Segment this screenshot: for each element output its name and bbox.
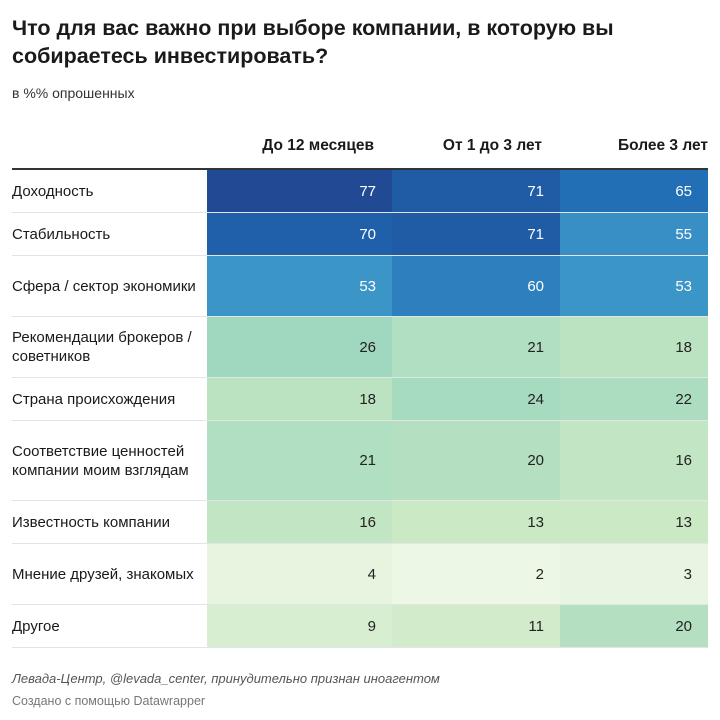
table-row: Мнение друзей, знакомых 4 2 3 [12, 544, 708, 605]
table-row: Другое 9 11 20 [12, 605, 708, 648]
heatmap-cell: 24 [392, 378, 560, 420]
heatmap-cell: 53 [560, 256, 708, 316]
row-label: Страна происхождения [12, 390, 176, 408]
column-header-long: Более 3 лет [618, 137, 708, 154]
table-row: Стабильность 70 71 55 [12, 213, 708, 256]
heatmap-cell: 77 [207, 170, 392, 212]
heatmap-cell: 60 [392, 256, 560, 316]
heatmap-cell: 55 [560, 213, 708, 255]
heatmap-cell: 71 [392, 170, 560, 212]
heatmap-cell: 22 [560, 378, 708, 420]
heatmap-cell: 18 [207, 378, 392, 420]
heatmap-table: Доходность 77 71 65 Стабильность 70 71 55 Сфера … [12, 170, 708, 648]
row-label: Сфера / сектор экономики [12, 277, 196, 295]
table-row: Известность компании 16 13 13 [12, 501, 708, 544]
table-row: Соответствие ценностей компании моим взг… [12, 421, 708, 501]
heatmap-cell: 26 [207, 317, 392, 377]
heatmap-cell: 16 [560, 421, 708, 500]
heatmap-cell: 65 [560, 170, 708, 212]
column-header-medium: От 1 до 3 лет [442, 137, 542, 154]
heatmap-cell: 70 [207, 213, 392, 255]
heatmap-cell: 21 [392, 317, 560, 377]
row-label: Мнение друзей, знакомых [12, 565, 194, 583]
row-label: Доходность [12, 182, 94, 200]
row-label: Другое [12, 617, 60, 635]
heatmap-cell: 13 [392, 501, 560, 543]
header-divider [12, 168, 708, 170]
heatmap-cell: 18 [560, 317, 708, 377]
table-row: Сфера / сектор экономики 53 60 53 [12, 256, 708, 317]
table-row: Рекомендации брокеров / советников 26 21 18 [12, 317, 708, 378]
column-header-short: До 12 месяцев [262, 137, 374, 154]
row-label: Рекомендации брокеров / советников [12, 329, 192, 365]
chart-title: Что для вас важно при выборе компании, в… [12, 16, 614, 68]
heatmap-cell: 16 [207, 501, 392, 543]
heatmap-cell: 71 [392, 213, 560, 255]
heatmap-cell: 21 [207, 421, 392, 500]
heatmap-cell: 9 [207, 605, 392, 647]
heatmap-cell: 20 [560, 605, 708, 647]
table-header: До 12 месяцев От 1 до 3 лет Более 3 лет [12, 137, 708, 169]
heatmap-cell: 11 [392, 605, 560, 647]
row-label: Известность компании [12, 513, 171, 531]
credit-note: Создано с помощью Datawrapper [12, 694, 206, 708]
chart-subtitle: в %% опрошенных [12, 85, 135, 101]
heatmap-cell: 4 [207, 544, 392, 604]
row-label: Стабильность [12, 225, 111, 243]
table-row: Доходность 77 71 65 [12, 170, 708, 213]
heatmap-cell: 20 [392, 421, 560, 500]
source-note: Левада-Центр, @levada_center, принудител… [12, 671, 440, 686]
heatmap-cell: 2 [392, 544, 560, 604]
heatmap-cell: 53 [207, 256, 392, 316]
heatmap-cell: 3 [560, 544, 708, 604]
heatmap-cell: 13 [560, 501, 708, 543]
row-label: Соответствие ценностей компании моим взг… [12, 442, 189, 479]
table-row: Страна происхождения 18 24 22 [12, 378, 708, 421]
